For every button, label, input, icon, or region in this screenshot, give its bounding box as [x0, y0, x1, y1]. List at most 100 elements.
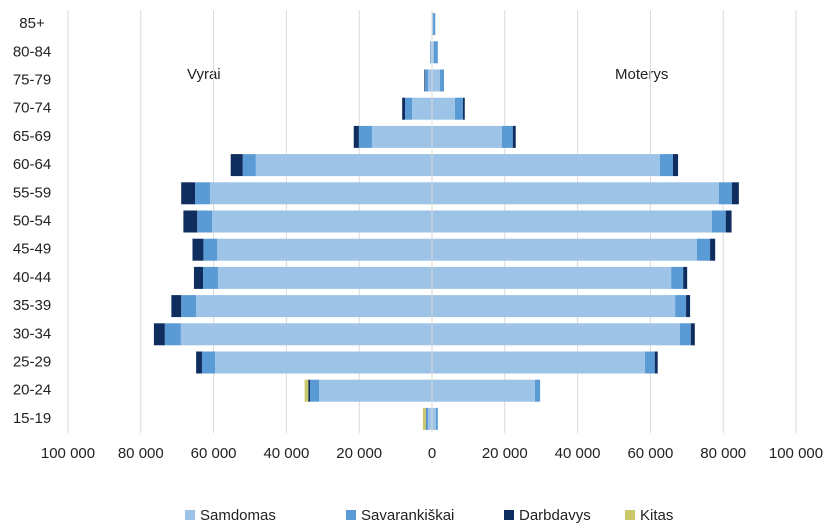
- bar-segment: [433, 13, 435, 35]
- bar-segment: [231, 154, 243, 176]
- bar-segment: [217, 239, 432, 261]
- bar-segment: [405, 98, 412, 120]
- y-tick-label: 85+: [19, 15, 45, 32]
- bar-segment: [673, 154, 678, 176]
- bar-segment: [192, 239, 203, 261]
- bar-segment: [432, 70, 440, 92]
- bar-segment: [203, 267, 218, 289]
- bar-segment: [726, 211, 732, 233]
- legend-swatch: [185, 510, 195, 520]
- right-label: Moterys: [615, 66, 668, 83]
- bar-segment: [675, 295, 686, 317]
- bar-segment: [154, 323, 165, 345]
- bar-segment: [195, 182, 210, 204]
- bar-segment: [432, 295, 675, 317]
- bar-segment: [305, 380, 309, 402]
- x-tick-label: 80 000: [700, 445, 746, 462]
- x-tick-label: 100 000: [41, 445, 95, 462]
- y-tick-label: 60-64: [13, 156, 51, 173]
- x-tick-label: 100 000: [769, 445, 823, 462]
- y-tick-label: 50-54: [13, 212, 51, 229]
- bar-segment: [319, 380, 432, 402]
- bar-segment: [181, 323, 432, 345]
- legend-swatch: [346, 510, 356, 520]
- bar-segment: [372, 126, 432, 148]
- bar-segment: [212, 211, 432, 233]
- bar-segment: [425, 70, 428, 92]
- bar-segment: [645, 352, 655, 374]
- legend-swatch: [625, 510, 635, 520]
- y-tick-label: 75-79: [13, 71, 51, 88]
- bar-segment: [196, 352, 202, 374]
- y-tick-label: 45-49: [13, 241, 51, 258]
- x-tick-label: 80 000: [118, 445, 164, 462]
- bar-segment: [502, 126, 513, 148]
- legend-label: Kitas: [640, 507, 673, 524]
- bar-segment: [218, 267, 432, 289]
- bar-segment: [359, 126, 372, 148]
- bar-segment: [455, 98, 463, 120]
- bar-segment: [424, 70, 425, 92]
- bar-segment: [243, 154, 256, 176]
- bar-segment: [423, 408, 426, 430]
- bar-segment: [655, 352, 658, 374]
- x-tick-label: 40 000: [555, 445, 601, 462]
- bar-segment: [197, 211, 212, 233]
- y-tick-label: 15-19: [13, 410, 51, 427]
- bar-segment: [432, 239, 697, 261]
- bar-segment: [671, 267, 683, 289]
- bar-segment: [202, 352, 215, 374]
- bar-segment: [432, 126, 502, 148]
- bar-segment: [256, 154, 432, 176]
- bar-segment: [463, 98, 465, 120]
- bar-segment: [432, 182, 719, 204]
- bar-segment: [308, 380, 310, 402]
- y-tick-label: 35-39: [13, 297, 51, 314]
- bar-segment: [181, 182, 195, 204]
- bar-segment: [203, 239, 217, 261]
- bar-segment: [434, 41, 438, 63]
- bar-segment: [215, 352, 432, 374]
- bar-segment: [432, 154, 660, 176]
- legend-label: Darbdavys: [519, 507, 591, 524]
- bar-segment: [432, 352, 645, 374]
- x-tick-label: 0: [428, 445, 436, 462]
- bar-segment: [402, 98, 405, 120]
- x-tick-label: 40 000: [263, 445, 309, 462]
- bar-segment: [181, 295, 196, 317]
- y-tick-label: 55-59: [13, 184, 51, 201]
- bar-segment: [513, 126, 516, 148]
- bar-segment: [432, 211, 712, 233]
- bar-segment: [412, 98, 432, 120]
- bar-segment: [183, 211, 197, 233]
- y-tick-label: 65-69: [13, 128, 51, 145]
- legend-label: Samdomas: [200, 507, 276, 524]
- bar-segment: [428, 408, 432, 430]
- bar-segment: [432, 267, 671, 289]
- x-tick-label: 60 000: [627, 445, 673, 462]
- bar-segment: [535, 380, 540, 402]
- bar-segment: [430, 41, 431, 63]
- bar-segment: [691, 323, 695, 345]
- bar-segment: [710, 239, 715, 261]
- bar-segment: [660, 154, 673, 176]
- y-tick-label: 70-74: [13, 100, 51, 117]
- bar-segment: [432, 380, 535, 402]
- bar-segment: [171, 295, 181, 317]
- bar-segment: [436, 408, 438, 430]
- left-label: Vyrai: [187, 66, 221, 83]
- y-tick-label: 40-44: [13, 269, 51, 286]
- bar-segment: [310, 380, 319, 402]
- bar-segment: [426, 408, 428, 430]
- bar-segment: [354, 126, 359, 148]
- bar-segment: [432, 323, 680, 345]
- bar-segment: [683, 267, 687, 289]
- legend-swatch: [504, 510, 514, 520]
- bar-segment: [712, 211, 726, 233]
- bar-segment: [686, 295, 690, 317]
- bar-segment: [732, 182, 739, 204]
- bar-segment: [210, 182, 432, 204]
- y-tick-label: 20-24: [13, 382, 51, 399]
- bar-segment: [719, 182, 732, 204]
